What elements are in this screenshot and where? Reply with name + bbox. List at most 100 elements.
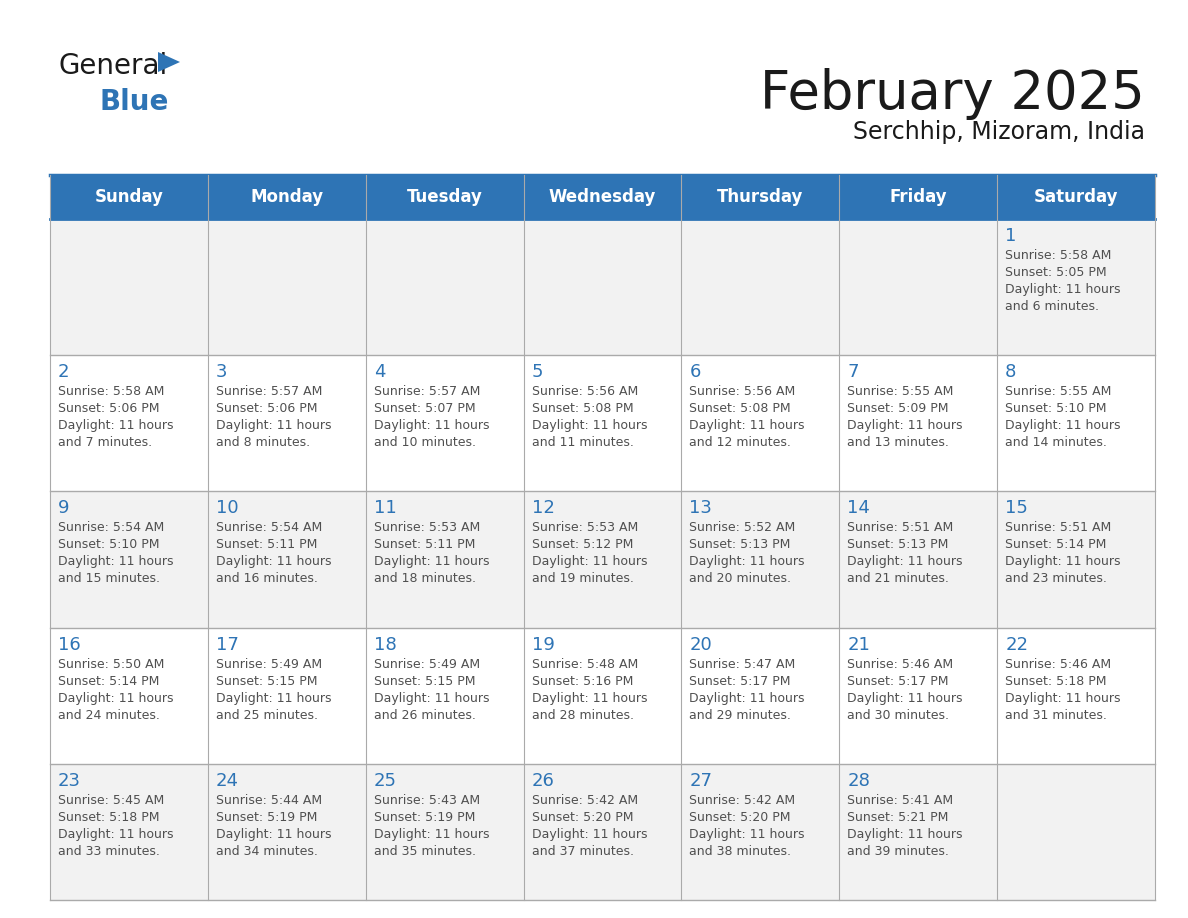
Text: Sunset: 5:10 PM: Sunset: 5:10 PM	[1005, 402, 1107, 415]
Text: Daylight: 11 hours: Daylight: 11 hours	[847, 691, 962, 705]
Text: Sunset: 5:17 PM: Sunset: 5:17 PM	[689, 675, 791, 688]
Text: and 11 minutes.: and 11 minutes.	[531, 436, 633, 449]
Text: Sunset: 5:13 PM: Sunset: 5:13 PM	[689, 538, 791, 552]
Text: 14: 14	[847, 499, 870, 518]
Text: Sunrise: 5:47 AM: Sunrise: 5:47 AM	[689, 657, 796, 671]
Text: Daylight: 11 hours: Daylight: 11 hours	[847, 555, 962, 568]
Text: 2: 2	[58, 364, 70, 381]
Text: Sunrise: 5:41 AM: Sunrise: 5:41 AM	[847, 794, 954, 807]
Text: Sunrise: 5:55 AM: Sunrise: 5:55 AM	[1005, 386, 1112, 398]
Text: Sunset: 5:12 PM: Sunset: 5:12 PM	[531, 538, 633, 552]
Text: 18: 18	[374, 635, 397, 654]
Text: and 15 minutes.: and 15 minutes.	[58, 573, 160, 586]
Text: and 25 minutes.: and 25 minutes.	[216, 709, 318, 722]
Text: Daylight: 11 hours: Daylight: 11 hours	[531, 828, 647, 841]
Text: Sunrise: 5:50 AM: Sunrise: 5:50 AM	[58, 657, 164, 671]
Text: and 39 minutes.: and 39 minutes.	[847, 845, 949, 857]
Text: Sunrise: 5:51 AM: Sunrise: 5:51 AM	[1005, 521, 1112, 534]
Text: Sunrise: 5:51 AM: Sunrise: 5:51 AM	[847, 521, 954, 534]
Text: Sunset: 5:19 PM: Sunset: 5:19 PM	[374, 811, 475, 823]
Text: General: General	[58, 52, 168, 80]
Text: Sunset: 5:06 PM: Sunset: 5:06 PM	[58, 402, 159, 415]
Polygon shape	[158, 52, 181, 72]
Text: and 7 minutes.: and 7 minutes.	[58, 436, 152, 449]
Text: Sunrise: 5:54 AM: Sunrise: 5:54 AM	[58, 521, 164, 534]
Text: Sunrise: 5:46 AM: Sunrise: 5:46 AM	[847, 657, 954, 671]
Text: and 31 minutes.: and 31 minutes.	[1005, 709, 1107, 722]
Text: Blue: Blue	[100, 88, 170, 116]
Text: and 21 minutes.: and 21 minutes.	[847, 573, 949, 586]
Text: and 19 minutes.: and 19 minutes.	[531, 573, 633, 586]
Text: Sunrise: 5:56 AM: Sunrise: 5:56 AM	[689, 386, 796, 398]
Text: Saturday: Saturday	[1034, 188, 1118, 206]
Text: 6: 6	[689, 364, 701, 381]
Text: Sunset: 5:07 PM: Sunset: 5:07 PM	[374, 402, 475, 415]
Text: Sunset: 5:19 PM: Sunset: 5:19 PM	[216, 811, 317, 823]
Text: Sunrise: 5:57 AM: Sunrise: 5:57 AM	[216, 386, 322, 398]
Text: and 13 minutes.: and 13 minutes.	[847, 436, 949, 449]
Text: Monday: Monday	[251, 188, 323, 206]
Text: Sunset: 5:13 PM: Sunset: 5:13 PM	[847, 538, 949, 552]
Text: 10: 10	[216, 499, 239, 518]
Text: Sunset: 5:18 PM: Sunset: 5:18 PM	[1005, 675, 1107, 688]
Text: Sunrise: 5:58 AM: Sunrise: 5:58 AM	[58, 386, 164, 398]
Text: Daylight: 11 hours: Daylight: 11 hours	[689, 555, 805, 568]
Text: and 34 minutes.: and 34 minutes.	[216, 845, 317, 857]
Text: Sunrise: 5:55 AM: Sunrise: 5:55 AM	[847, 386, 954, 398]
Text: Daylight: 11 hours: Daylight: 11 hours	[689, 691, 805, 705]
Text: February 2025: February 2025	[760, 68, 1145, 120]
Text: 1: 1	[1005, 227, 1017, 245]
Text: Sunset: 5:15 PM: Sunset: 5:15 PM	[374, 675, 475, 688]
Text: Daylight: 11 hours: Daylight: 11 hours	[374, 828, 489, 841]
Bar	[50, 628, 1155, 764]
Text: and 18 minutes.: and 18 minutes.	[374, 573, 475, 586]
Text: Daylight: 11 hours: Daylight: 11 hours	[216, 828, 331, 841]
Text: Daylight: 11 hours: Daylight: 11 hours	[216, 691, 331, 705]
Text: Daylight: 11 hours: Daylight: 11 hours	[531, 420, 647, 432]
Text: Daylight: 11 hours: Daylight: 11 hours	[216, 420, 331, 432]
Text: 8: 8	[1005, 364, 1017, 381]
Text: 5: 5	[531, 364, 543, 381]
Text: Sunrise: 5:54 AM: Sunrise: 5:54 AM	[216, 521, 322, 534]
Text: Sunset: 5:18 PM: Sunset: 5:18 PM	[58, 811, 159, 823]
Text: Sunset: 5:11 PM: Sunset: 5:11 PM	[216, 538, 317, 552]
Text: Sunset: 5:17 PM: Sunset: 5:17 PM	[847, 675, 949, 688]
Text: Sunrise: 5:53 AM: Sunrise: 5:53 AM	[531, 521, 638, 534]
Text: and 37 minutes.: and 37 minutes.	[531, 845, 633, 857]
Text: Daylight: 11 hours: Daylight: 11 hours	[1005, 420, 1120, 432]
Text: Sunrise: 5:43 AM: Sunrise: 5:43 AM	[374, 794, 480, 807]
Text: Sunrise: 5:48 AM: Sunrise: 5:48 AM	[531, 657, 638, 671]
Text: Daylight: 11 hours: Daylight: 11 hours	[58, 691, 173, 705]
Text: Tuesday: Tuesday	[406, 188, 482, 206]
Text: and 30 minutes.: and 30 minutes.	[847, 709, 949, 722]
Text: 11: 11	[374, 499, 397, 518]
Text: 9: 9	[58, 499, 70, 518]
Text: 13: 13	[689, 499, 713, 518]
Text: 20: 20	[689, 635, 712, 654]
Text: 25: 25	[374, 772, 397, 789]
Text: 17: 17	[216, 635, 239, 654]
Text: Sunset: 5:20 PM: Sunset: 5:20 PM	[531, 811, 633, 823]
Bar	[50, 764, 1155, 900]
Text: and 8 minutes.: and 8 minutes.	[216, 436, 310, 449]
Text: Friday: Friday	[890, 188, 947, 206]
Text: and 26 minutes.: and 26 minutes.	[374, 709, 475, 722]
Text: Sunset: 5:05 PM: Sunset: 5:05 PM	[1005, 266, 1107, 279]
Text: Daylight: 11 hours: Daylight: 11 hours	[58, 555, 173, 568]
Bar	[50, 355, 1155, 491]
Text: 23: 23	[58, 772, 81, 789]
Text: Sunset: 5:11 PM: Sunset: 5:11 PM	[374, 538, 475, 552]
Text: Sunrise: 5:58 AM: Sunrise: 5:58 AM	[1005, 249, 1112, 262]
Text: 22: 22	[1005, 635, 1028, 654]
Text: 4: 4	[374, 364, 385, 381]
Text: Sunrise: 5:56 AM: Sunrise: 5:56 AM	[531, 386, 638, 398]
Text: Daylight: 11 hours: Daylight: 11 hours	[216, 555, 331, 568]
Text: and 10 minutes.: and 10 minutes.	[374, 436, 475, 449]
Text: 19: 19	[531, 635, 555, 654]
Text: 7: 7	[847, 364, 859, 381]
Text: Daylight: 11 hours: Daylight: 11 hours	[531, 555, 647, 568]
Text: Daylight: 11 hours: Daylight: 11 hours	[1005, 691, 1120, 705]
Text: and 29 minutes.: and 29 minutes.	[689, 709, 791, 722]
Text: Sunset: 5:10 PM: Sunset: 5:10 PM	[58, 538, 159, 552]
Text: and 35 minutes.: and 35 minutes.	[374, 845, 475, 857]
